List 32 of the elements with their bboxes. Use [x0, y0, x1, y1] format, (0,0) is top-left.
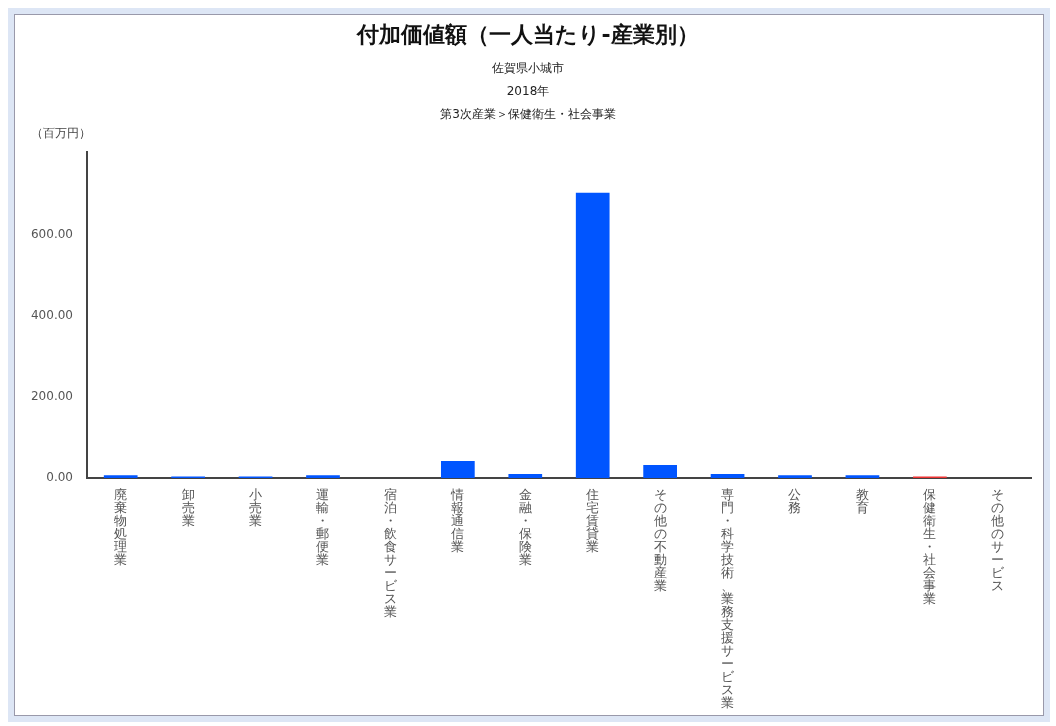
bar [103, 475, 138, 478]
x-tick-label: 情報通信業 [450, 486, 465, 554]
y-tick-label: 0.00 [46, 470, 73, 485]
x-tick-label: 公務 [788, 486, 802, 515]
chart-subtitle: 佐賀県小城市 [492, 60, 564, 75]
y-axis-title: （百万円） [30, 125, 91, 140]
category-label: 保健衛生・社会事業 [923, 486, 937, 606]
x-tick-label: 卸売業 [181, 486, 195, 528]
bar [778, 475, 812, 478]
x-tick-label: 廃棄物処理業 [114, 486, 128, 567]
x-tick-label: 住宅賃貸業 [585, 486, 600, 554]
category-label: 宿泊・飲食サービス業 [383, 486, 397, 619]
text: 2018年 [506, 83, 550, 98]
bar [508, 473, 543, 478]
y-tick-label: 200.00 [30, 389, 73, 404]
text: 第3次産業＞保健衛生・社会事業 [440, 106, 616, 121]
bar [643, 465, 677, 478]
x-tick-label: その他のサービス [990, 486, 1005, 593]
x-tick-label: 教育 [855, 486, 869, 515]
x-tick-label: 金融・保険業 [518, 486, 532, 567]
bar [440, 460, 475, 478]
chart-title: 付加価値額（一人当たり-産業別） [356, 21, 699, 47]
y-tick-label: 600.00 [30, 226, 73, 241]
category-label: 専門・科学技術、業務支援サービス業 [721, 486, 735, 710]
x-tick-label: 運輸・郵便業 [316, 486, 330, 567]
bar [710, 473, 745, 478]
x-tick-label: その他の不動産業 [653, 486, 667, 593]
bar [575, 192, 610, 478]
x-tick-label: 小売業 [249, 486, 263, 528]
bar [845, 475, 880, 478]
bar [306, 475, 340, 478]
y-tick-label: 400.00 [30, 308, 73, 323]
